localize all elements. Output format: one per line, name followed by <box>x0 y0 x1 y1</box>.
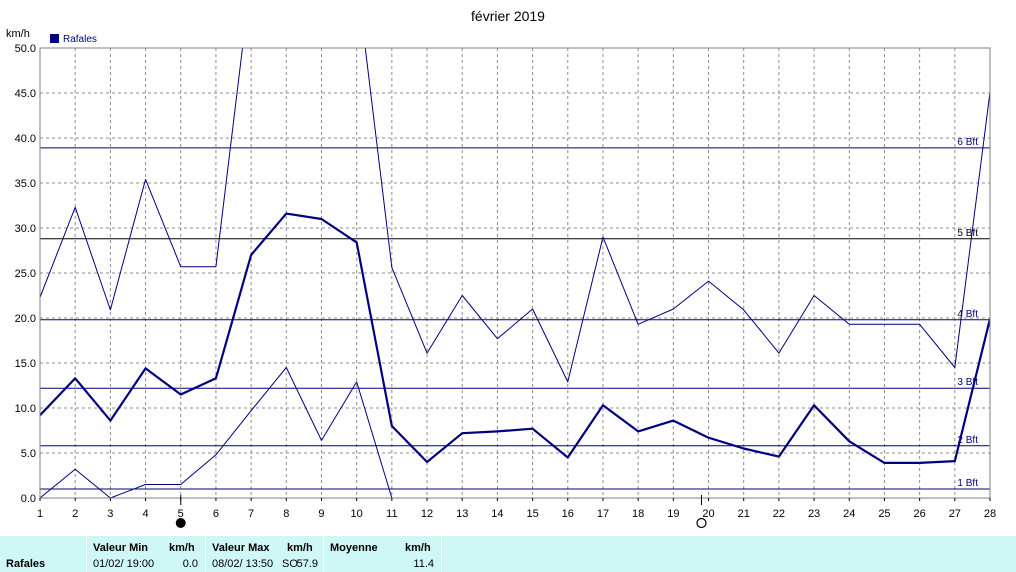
y-tick-label: 40.0 <box>15 133 36 145</box>
max-date: 08/02/ 13:50 <box>212 558 274 570</box>
min-unit: km/h <box>169 542 195 554</box>
y-tick-label: 30.0 <box>15 223 36 235</box>
y-tick-label: 15.0 <box>15 358 36 370</box>
full-moon-icon <box>696 517 707 529</box>
y-tick-label: 50.0 <box>15 43 36 55</box>
avg-value: 11.4 <box>413 558 434 570</box>
beaufort-label: 2 Bft <box>957 435 978 446</box>
min-value: 0.0 <box>182 558 198 570</box>
x-tick-label: 8 <box>283 508 289 520</box>
chart-title: février 2019 <box>471 8 545 24</box>
x-tick-label: 14 <box>491 508 503 520</box>
x-tick-label: 21 <box>738 508 750 520</box>
moon-phases <box>175 495 707 529</box>
x-tick-label: 22 <box>773 508 785 520</box>
avg-unit: km/h <box>405 542 431 554</box>
max-unit: km/h <box>287 542 313 554</box>
x-tick-label: 20 <box>702 508 714 520</box>
avg-header: Moyenne <box>330 542 378 554</box>
beaufort-label: 4 Bft <box>957 309 978 320</box>
beaufort-label: 3 Bft <box>957 377 978 388</box>
x-tick-label: 1 <box>37 508 43 520</box>
series-line-max <box>40 48 243 311</box>
beaufort-label: 6 Bft <box>957 137 978 148</box>
x-tick-label: 13 <box>456 508 468 520</box>
x-tick-label: 10 <box>351 508 363 520</box>
y-tick-label: 25.0 <box>15 268 36 280</box>
beaufort-lines: 1 Bft 2 Bft 3 Bft 4 Bft 5 Bft 6 Bft <box>40 137 990 490</box>
plot-frame <box>39 47 991 499</box>
x-tick-label: 15 <box>526 508 538 520</box>
x-tick-label: 25 <box>878 508 890 520</box>
max-header: Valeur Max <box>212 542 270 554</box>
max-value: 57.9 <box>296 558 318 570</box>
x-tick-label: 18 <box>632 508 644 520</box>
x-tick-label: 9 <box>318 508 324 520</box>
x-tick-label: 5 <box>178 508 184 520</box>
y-tick-label: 5.0 <box>21 448 36 460</box>
y-tick-label: 45.0 <box>15 88 36 100</box>
x-tick-label: 12 <box>421 508 433 520</box>
series-line-min <box>40 367 393 498</box>
x-tick-label: 28 <box>984 508 996 520</box>
legend-label: Rafales <box>63 34 97 45</box>
series-line-max <box>364 48 990 383</box>
axis-ticks: 0.0 5.0 10.0 15.0 20.0 25.0 30.0 35.0 40.0 45.0 50… <box>15 43 997 520</box>
x-tick-label: 19 <box>667 508 679 520</box>
x-tick-label: 27 <box>949 508 961 520</box>
x-tick-label: 7 <box>248 508 254 520</box>
series-line-mean <box>40 212 990 464</box>
beaufort-label: 5 Bft <box>957 228 978 239</box>
wind-gust-chart: 1 Bft 2 Bft 3 Bft 4 Bft 5 Bft 6 Bft 0.0 5.0 10.… <box>6 8 997 529</box>
y-tick-label: 0.0 <box>21 493 36 505</box>
beaufort-label: 1 Bft <box>957 478 978 489</box>
x-tick-label: 17 <box>597 508 609 520</box>
y-axis-unit: km/h <box>6 28 30 40</box>
y-tick-label: 35.0 <box>15 178 36 190</box>
x-tick-label: 16 <box>562 508 574 520</box>
max-direction: SO <box>282 558 298 570</box>
legend-swatch <box>50 34 59 43</box>
x-tick-label: 26 <box>914 508 926 520</box>
x-tick-label: 2 <box>72 508 78 520</box>
new-moon-icon <box>175 518 186 528</box>
stats-panel: Rafales Valeur Min km/h 01/02/ 19:00 0.0… <box>0 536 1016 572</box>
grid <box>40 48 990 498</box>
stats-series-label: Rafales <box>6 558 46 570</box>
x-tick-label: 6 <box>213 508 219 520</box>
series-lines <box>40 48 990 498</box>
min-date: 01/02/ 19:00 <box>93 558 155 570</box>
x-tick-label: 11 <box>386 508 397 520</box>
min-header: Valeur Min <box>93 542 149 554</box>
y-tick-label: 10.0 <box>15 403 36 415</box>
y-tick-label: 20.0 <box>15 313 36 325</box>
x-tick-label: 4 <box>142 508 148 520</box>
x-tick-label: 3 <box>107 508 113 520</box>
x-tick-label: 23 <box>808 508 820 520</box>
x-tick-label: 24 <box>843 508 855 520</box>
